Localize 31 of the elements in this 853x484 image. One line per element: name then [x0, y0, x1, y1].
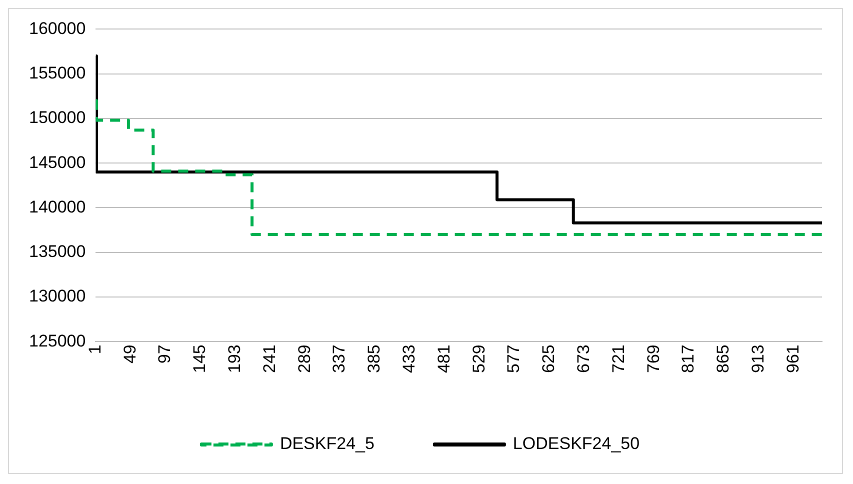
y-tick-label: 155000 [28, 64, 86, 83]
y-tick-label: 125000 [28, 331, 86, 350]
x-tick-label: 577 [504, 344, 524, 374]
x-tick-label: 97 [155, 344, 174, 364]
y-tick-label: 140000 [28, 197, 86, 216]
x-tick-label: 625 [539, 344, 558, 374]
y-tick-label: 135000 [28, 242, 86, 262]
x-tick-label: 385 [364, 344, 384, 374]
x-tick-label: 337 [330, 344, 349, 374]
x-tick-label: 193 [225, 344, 244, 374]
x-tick-label: 961 [783, 344, 802, 374]
x-tick-label: 145 [190, 344, 210, 374]
legend-label: LODESKF24_50 [512, 434, 640, 454]
x-tick-label: 865 [714, 344, 733, 374]
y-tick-label: 160000 [28, 18, 86, 38]
x-tick-label: 529 [469, 344, 488, 374]
x-tick-label: 817 [678, 344, 698, 374]
x-tick-label: 1 [85, 344, 104, 354]
x-tick-label: 673 [574, 344, 593, 374]
x-tick-label: 481 [434, 344, 454, 374]
x-tick-label: 241 [260, 344, 279, 374]
legend-label: DESKF24_5 [280, 434, 374, 454]
x-tick-label: 721 [608, 344, 628, 374]
x-tick-label: 49 [120, 344, 140, 364]
y-tick-label: 150000 [28, 108, 86, 128]
x-tick-label: 433 [399, 344, 418, 374]
x-tick-label: 769 [644, 344, 663, 374]
y-tick-label: 130000 [28, 286, 86, 306]
x-tick-label: 913 [748, 344, 768, 374]
x-tick-label: 289 [294, 344, 314, 374]
y-tick-label: 145000 [28, 152, 86, 172]
